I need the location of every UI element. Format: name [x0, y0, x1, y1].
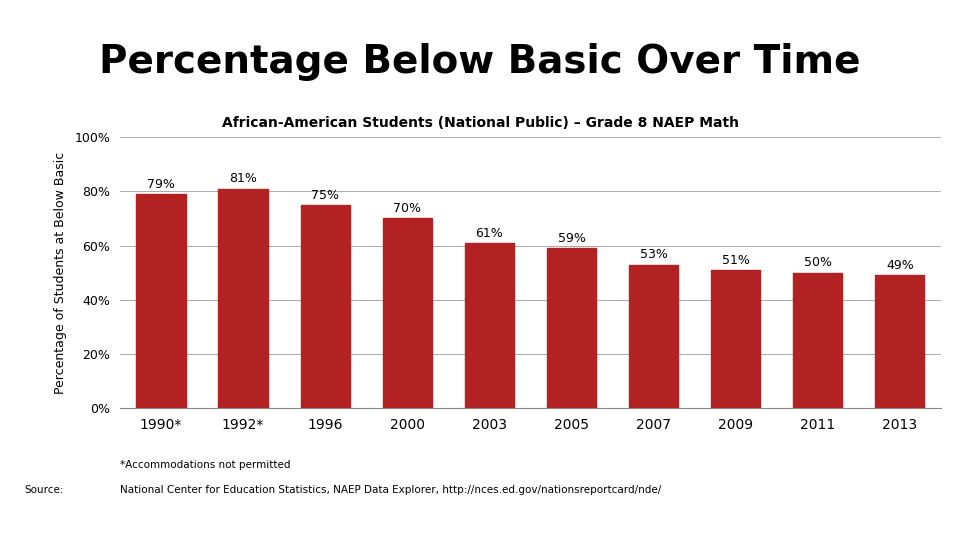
- Bar: [383, 219, 432, 408]
- Text: 59%: 59%: [558, 232, 586, 245]
- Bar: [219, 188, 268, 408]
- Bar: [465, 243, 514, 408]
- Bar: [793, 273, 842, 408]
- Bar: [136, 194, 185, 408]
- Text: 61%: 61%: [475, 227, 503, 240]
- Text: 53%: 53%: [639, 248, 667, 261]
- Text: Percentage Below Basic Over Time: Percentage Below Basic Over Time: [99, 43, 861, 80]
- Text: 51%: 51%: [722, 254, 750, 267]
- Bar: [629, 265, 678, 408]
- Text: Source:: Source:: [24, 484, 63, 495]
- Text: 81%: 81%: [229, 172, 257, 185]
- Bar: [876, 275, 924, 408]
- Text: 49%: 49%: [886, 259, 914, 272]
- Bar: [547, 248, 596, 408]
- Text: National Center for Education Statistics, NAEP Data Explorer, http://nces.ed.gov: National Center for Education Statistics…: [120, 484, 661, 495]
- Text: African-American Students (National Public) – Grade 8 NAEP Math: African-American Students (National Publ…: [222, 116, 738, 130]
- Bar: [300, 205, 349, 408]
- Text: 70%: 70%: [394, 202, 421, 215]
- Text: ©2017 THE EDUCATION TRUST: ©2017 THE EDUCATION TRUST: [731, 517, 946, 530]
- Y-axis label: Percentage of Students at Below Basic: Percentage of Students at Below Basic: [55, 152, 67, 394]
- Bar: [711, 270, 760, 408]
- Text: 50%: 50%: [804, 256, 831, 269]
- Text: *Accommodations not permitted: *Accommodations not permitted: [120, 460, 291, 470]
- Text: 79%: 79%: [147, 178, 175, 191]
- Text: 75%: 75%: [311, 188, 339, 201]
